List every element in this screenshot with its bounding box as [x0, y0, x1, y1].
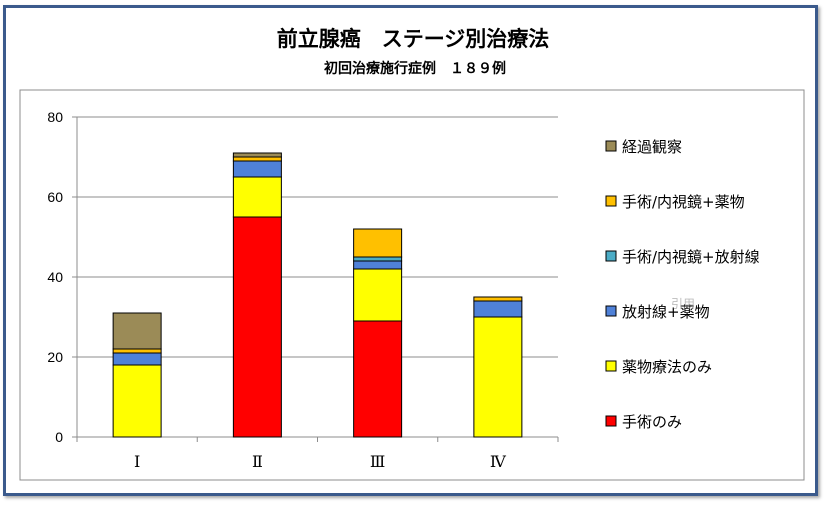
- plot-area-border: [19, 89, 805, 481]
- bar-segment: [353, 228, 403, 258]
- x-tick-label: Ⅱ: [252, 452, 263, 471]
- bar-segment: [473, 296, 523, 302]
- watermark-text: 引用: [671, 297, 695, 311]
- bar-segment: [353, 268, 403, 322]
- bar-segment: [112, 348, 162, 354]
- y-tick-label: 60: [47, 189, 63, 205]
- y-tick-label: 0: [55, 429, 63, 445]
- bar-segment: [232, 156, 282, 162]
- legend-swatch: [605, 195, 617, 207]
- legend-swatch: [605, 415, 617, 427]
- legend-label: 手術/内視鏡+薬物: [622, 193, 745, 211]
- chart-title: 前立腺癌 ステージ別治療法: [277, 27, 550, 51]
- legend-swatch: [605, 140, 617, 152]
- legend-swatch: [605, 360, 617, 372]
- legend-label: 放射線+薬物: [622, 303, 710, 321]
- y-tick-label: 40: [47, 269, 63, 285]
- bar-segment: [353, 320, 403, 438]
- x-tick-label: Ⅰ: [134, 452, 140, 471]
- bar-segment: [232, 176, 282, 218]
- legend-label: 手術/内視鏡+放射線: [622, 248, 760, 266]
- bar-segment: [353, 256, 403, 262]
- bar-segment: [112, 312, 162, 350]
- bar-segment: [112, 352, 162, 366]
- chart-subtitle: 初回治療施行症例 １８９例: [324, 60, 506, 77]
- bar-segment: [473, 300, 523, 318]
- bars: [112, 152, 523, 438]
- bar-segment: [473, 316, 523, 438]
- bar-segment: [232, 160, 282, 178]
- y-tick-label: 20: [47, 349, 63, 365]
- bar-segment: [112, 364, 162, 438]
- x-tick-label: Ⅲ: [370, 452, 385, 471]
- bar-segment: [232, 152, 282, 158]
- y-tick-label: 80: [47, 109, 63, 125]
- legend-swatch: [605, 250, 617, 262]
- legend-label: 経過観察: [622, 138, 682, 156]
- bar-segment: [232, 216, 282, 438]
- legend-swatch: [605, 305, 617, 317]
- bar-segment: [353, 260, 403, 270]
- legend-label: 手術のみ: [622, 413, 682, 431]
- x-tick-label: Ⅳ: [490, 452, 507, 471]
- axis-labels: 0 20 40 60 80 Ⅰ Ⅱ Ⅲ Ⅳ: [47, 109, 506, 471]
- legend-label: 薬物療法のみ: [622, 358, 712, 376]
